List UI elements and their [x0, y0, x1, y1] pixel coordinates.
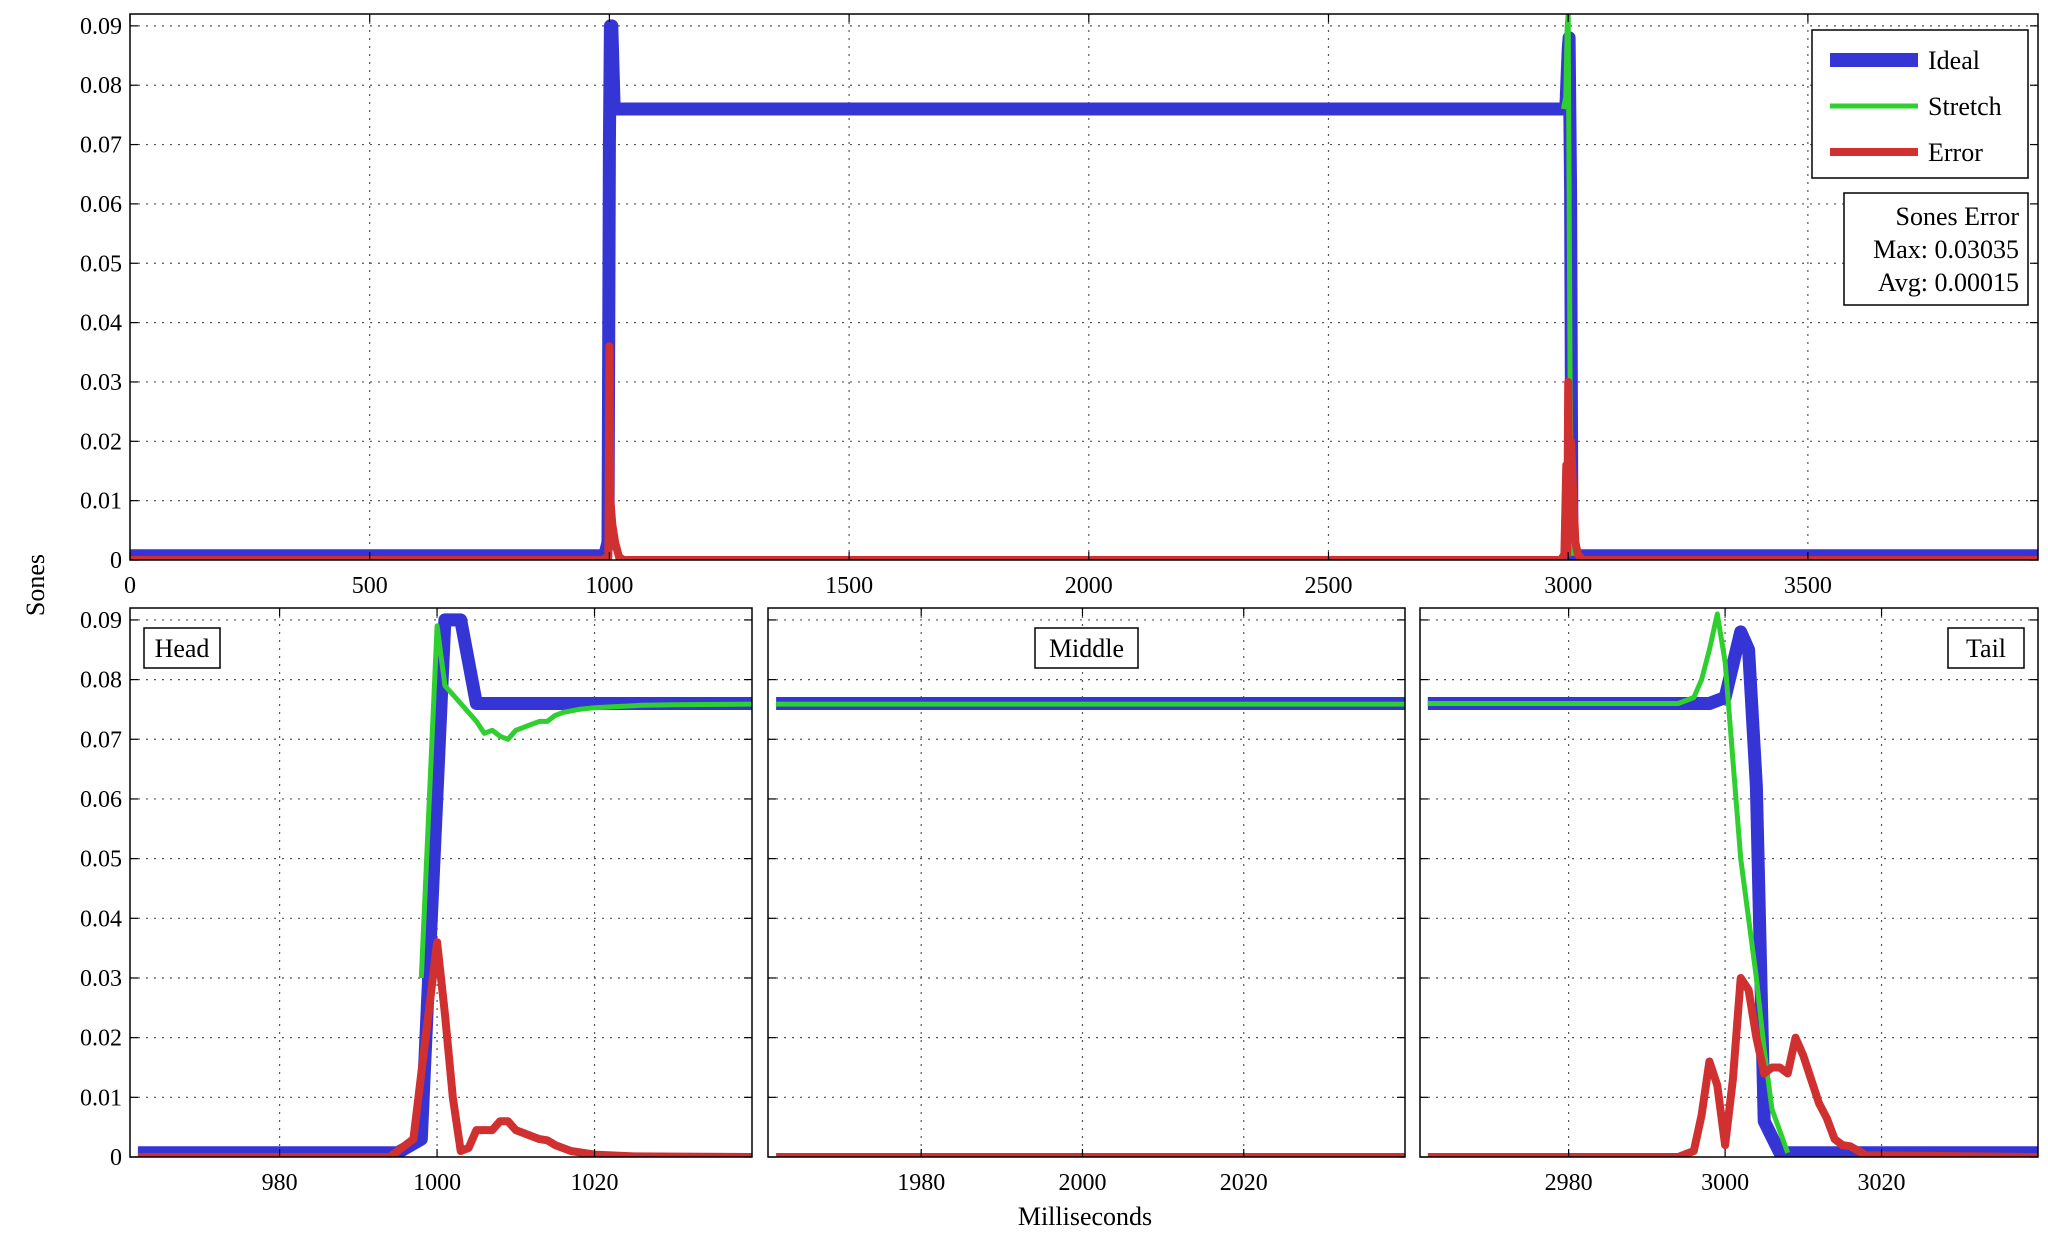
main-chart-panel: 0 500 1000 1500 2000 2500 3000 3500 0 0.01 0.02 0.0…: [80, 13, 2039, 599]
middle-title-frame: [1034, 627, 1139, 669]
head-y-tick-label: 0.04: [80, 906, 122, 932]
head-series-error: [137, 938, 752, 1157]
tail-x-tick-label: 3020: [1858, 1170, 1906, 1196]
main-y-tick-label: 0.05: [80, 251, 122, 277]
main-y-tick-label: 0.02: [80, 429, 122, 455]
head-x-tick-label: 1020: [571, 1170, 619, 1196]
y-axis-title: Sones: [21, 554, 50, 616]
middle-x-tick-label: 2020: [1220, 1170, 1268, 1196]
main-x-tick-label: 3500: [1784, 573, 1832, 599]
head-x-tick-label: 1000: [413, 1170, 461, 1196]
head-series-stretch: [418, 623, 752, 979]
tail-x-tick-label: 3000: [1701, 1170, 1749, 1196]
main-y-tick-label: 0.04: [80, 311, 122, 337]
head-title-box: Head: [143, 627, 221, 669]
head-plot-frame: [129, 607, 753, 1158]
main-x-tick-label: 0: [124, 573, 136, 599]
main-x-tick-label: 2500: [1304, 573, 1352, 599]
main-y-tick-label: 0.01: [80, 489, 122, 515]
tail-title: Tail: [1966, 634, 2006, 663]
main-y-tick-label: 0: [110, 548, 122, 574]
head-y-tick-label: 0: [110, 1145, 122, 1171]
tail-title-frame: [1947, 627, 2025, 669]
head-y-tick-label: 0.03: [80, 966, 122, 992]
tail-plot-frame: [1419, 607, 2039, 1158]
stats-box-title: Sones Error: [1896, 202, 2020, 231]
main-series-error: [130, 342, 2038, 560]
middle-chart-panel: 1980 2000 2020 Middle: [767, 607, 1406, 1196]
head-y-tick-label: 0.06: [80, 787, 122, 813]
tail-title-box: Tail: [1947, 627, 2025, 669]
main-x-tick-label: 500: [352, 573, 388, 599]
tail-series-stretch: [1427, 611, 1791, 1154]
main-plot-frame: [129, 13, 2039, 561]
main-y-tick-label: 0.06: [80, 192, 122, 218]
head-x-tick-label: 980: [262, 1170, 298, 1196]
head-title-frame: [143, 627, 221, 669]
stats-box-max: Max: 0.03035: [1873, 235, 2019, 264]
main-x-tick-label: 2000: [1065, 573, 1113, 599]
main-y-tick-label: 0.08: [80, 73, 122, 99]
head-y-tick-label: 0.08: [80, 668, 122, 694]
middle-title-box: Middle: [1034, 627, 1139, 669]
tail-series-error: [1427, 974, 2038, 1157]
stats-box-frame: [1843, 192, 2029, 306]
stats-box-avg: Avg: 0.00015: [1878, 268, 2019, 297]
main-x-tick-label: 3000: [1544, 573, 1592, 599]
main-y-tick-label: 0.09: [80, 14, 122, 40]
head-y-tick-label: 0.01: [80, 1085, 122, 1111]
tail-chart-panel: 2980 3000 3020 Tail: [1419, 607, 2039, 1196]
head-y-tick-label: 0.07: [80, 727, 122, 753]
main-x-tick-label: 1000: [585, 573, 633, 599]
head-y-tick-label: 0.05: [80, 847, 122, 873]
main-x-tick-label: 1500: [825, 573, 873, 599]
legend: Ideal Stretch Error: [1811, 29, 2029, 179]
main-y-tick-label: 0.07: [80, 133, 122, 159]
tail-series-ideal: [1427, 625, 2038, 1157]
legend-label-stretch: Stretch: [1928, 92, 2002, 121]
main-y-tick-label: 0.03: [80, 370, 122, 396]
middle-x-tick-label: 2000: [1058, 1170, 1106, 1196]
x-axis-title: Milliseconds: [1018, 1202, 1152, 1231]
legend-label-error: Error: [1928, 138, 1983, 167]
head-title: Head: [155, 634, 210, 663]
head-y-tick-label: 0.09: [80, 608, 122, 634]
head-chart-panel: 980 1000 1020 0 0.01 0.02 0.03 0.04 0.05 0.06 0.07…: [80, 607, 753, 1196]
tail-x-tick-label: 2980: [1545, 1170, 1593, 1196]
middle-title: Middle: [1049, 634, 1124, 663]
legend-label-ideal: Ideal: [1928, 46, 1980, 75]
head-y-tick-label: 0.02: [80, 1026, 122, 1052]
stats-box: Sones Error Max: 0.03035 Avg: 0.00015: [1843, 192, 2029, 306]
middle-plot-frame: [767, 607, 1406, 1158]
middle-x-tick-label: 1980: [897, 1170, 945, 1196]
